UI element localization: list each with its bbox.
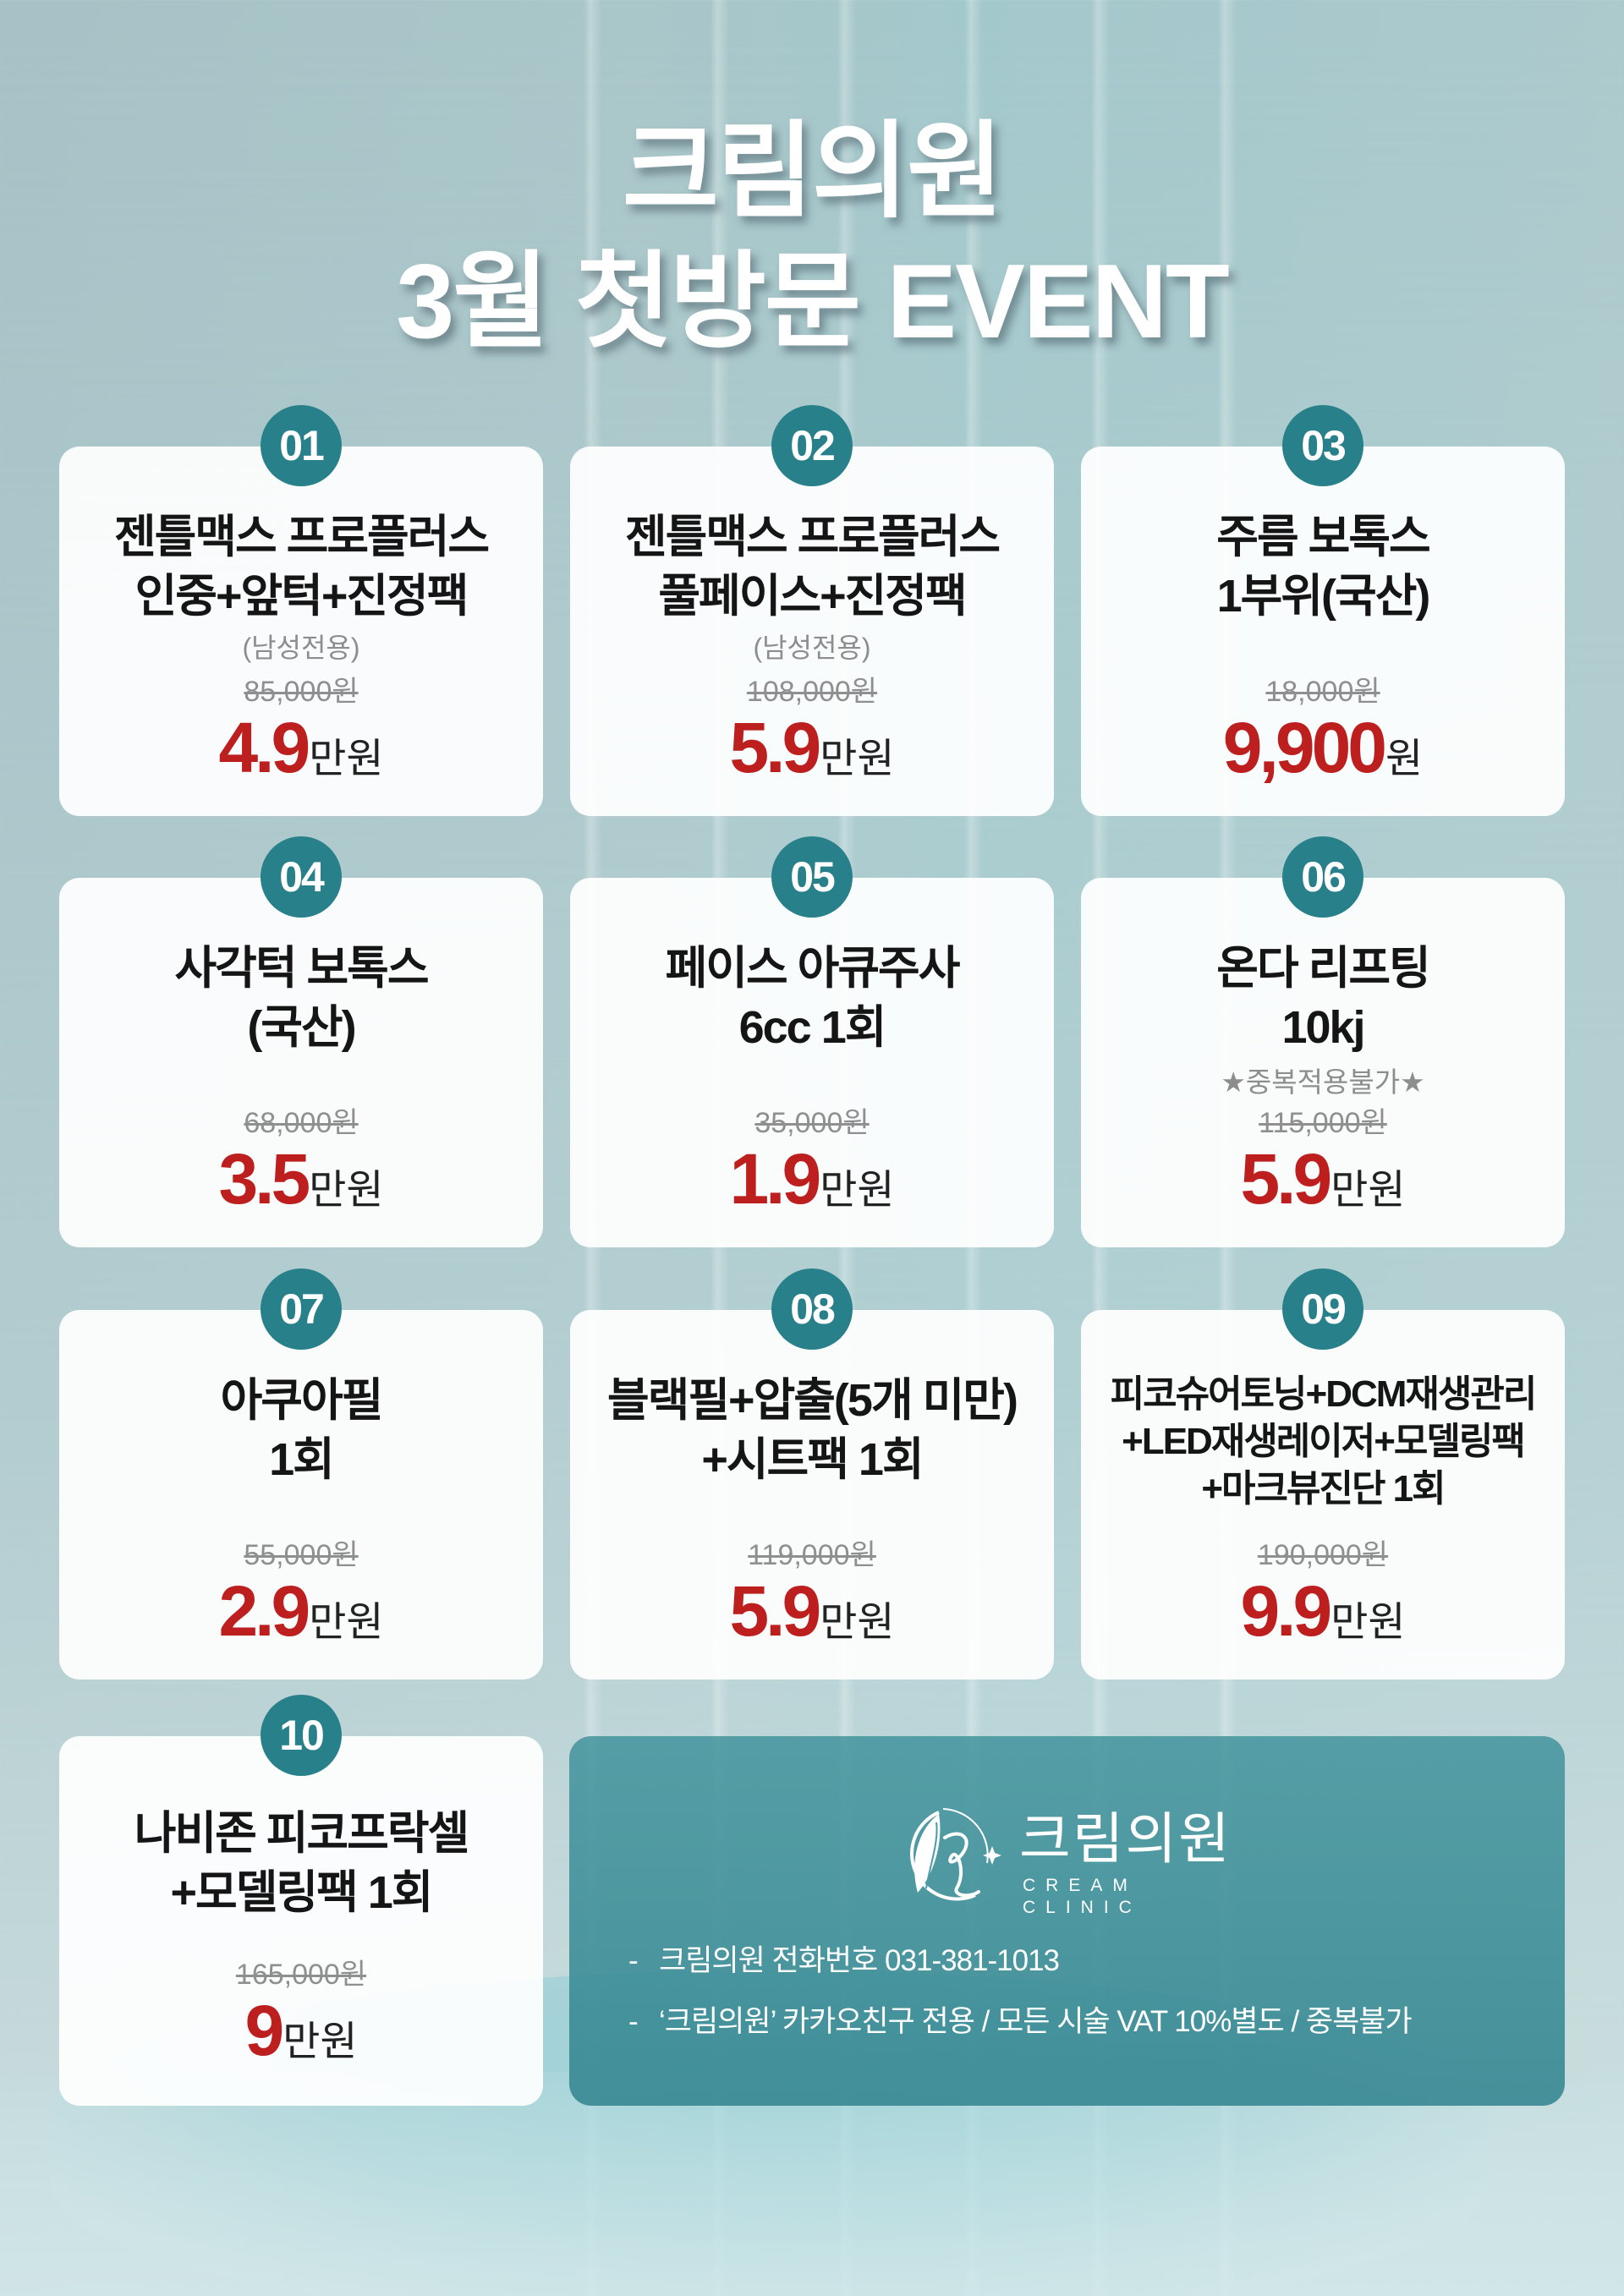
card-title: 블랙필+압출(5개 미만) +시트팩 1회 (607, 1375, 1018, 1485)
original-price: 18,000원 (1265, 676, 1380, 708)
sale-price-unit: 만원 (1330, 1600, 1406, 1645)
card-title: 피코슈어토닝+DCM재생관리 +LED재생레이저+모델링팩 +마크뷰진단 1회 (1110, 1373, 1538, 1510)
logo-korean-name: 크림의원 (1019, 1806, 1232, 1871)
event-card-06: 06 온다 리프팅 10kj ★중복적용불가★ 115,000원 5.9만원 (1081, 836, 1565, 1247)
original-price: 68,000원 (244, 1107, 359, 1139)
original-price: 119,000원 (748, 1539, 876, 1571)
card-title: 주름 보톡스 1부위(국산) (1216, 512, 1430, 622)
sale-price: 5.9만원 (1081, 1138, 1565, 1241)
clinic-info-panel: 크림의원 CREAM CLINIC - 크림의원 전화번호 031-381-10… (569, 1736, 1565, 2106)
event-card-04: 04 사각턱 보톡스 (국산) 68,000원 3.5만원 (59, 836, 543, 1247)
bullet-dash: - (628, 1944, 639, 1977)
card-title: 페이스 아큐주사 6cc 1회 (665, 943, 961, 1053)
card-title: 나비존 피코프락셀 +모델링팩 1회 (134, 1808, 469, 1918)
phone-text: 크림의원 전화번호 031-381-1013 (659, 1944, 1060, 1977)
sale-price-value: 2.9 (218, 1571, 310, 1651)
terms-text: ‘크림의원’ 카카오친구 전용 / 모든 시술 VAT 10%별도 / 중복불가 (659, 2005, 1413, 2038)
sale-price-unit: 만원 (283, 2019, 358, 2064)
sale-price-unit: 만원 (309, 1600, 384, 1645)
sale-price: 9.9만원 (1081, 1570, 1565, 1673)
event-card-09: 09 피코슈어토닝+DCM재생관리 +LED재생레이저+모델링팩 +마크뷰진단 … (1081, 1269, 1565, 1680)
sale-price-value: 4.9 (218, 708, 310, 787)
card-title: 아쿠아필 1회 (220, 1375, 384, 1485)
sale-price-value: 3.5 (218, 1139, 310, 1219)
sale-price: 1.9만원 (570, 1138, 1054, 1241)
card-number-badge: 01 (261, 405, 342, 486)
card-number-badge: 06 (1282, 836, 1363, 918)
page-title: 크림의원 3월 첫방문 EVENT (0, 108, 1624, 365)
card-title: 사각턱 보톡스 (국산) (174, 943, 429, 1053)
sale-price-value: 1.9 (729, 1139, 821, 1219)
card-number-badge: 08 (771, 1269, 853, 1350)
event-card-03: 03 주름 보톡스 1부위(국산) 18,000원 9,900원 (1081, 405, 1565, 816)
event-card-05: 05 페이스 아큐주사 6cc 1회 35,000원 1.9만원 (570, 836, 1054, 1247)
sale-price-value: 9,900 (1222, 708, 1387, 787)
sale-price: 9,900원 (1081, 707, 1565, 809)
event-card-08: 08 블랙필+압출(5개 미만) +시트팩 1회 119,000원 5.9만원 (570, 1269, 1054, 1680)
sale-price-unit: 원 (1385, 737, 1424, 781)
card-note: (남성전용) (753, 633, 871, 663)
event-card-02: 02 젠틀맥스 프로플러스 풀페이스+진정팩 (남성전용) 108,000원 5… (570, 405, 1054, 816)
sale-price-value: 5.9 (729, 708, 821, 787)
card-number-badge: 05 (771, 836, 853, 918)
sale-price-value: 5.9 (1240, 1139, 1332, 1219)
original-price: 35,000원 (754, 1107, 870, 1139)
sale-price: 9만원 (59, 1990, 543, 2092)
card-number-badge: 09 (1282, 1269, 1363, 1350)
card-note: ★중복적용불가★ (1221, 1066, 1425, 1098)
sale-price-value: 5.9 (729, 1571, 821, 1651)
info-line-phone: - 크림의원 전화번호 031-381-1013 (628, 1944, 1539, 1978)
event-card-01: 01 젠틀맥스 프로플러스 인중+앞턱+진정팩 (남성전용) 85,000원 4… (59, 405, 543, 816)
sale-price-unit: 만원 (820, 737, 895, 781)
original-price: 85,000원 (244, 676, 359, 708)
card-number-badge: 10 (261, 1695, 342, 1776)
clinic-logo: 크림의원 CREAM CLINIC (892, 1804, 1248, 1917)
original-price: 108,000원 (746, 676, 878, 708)
card-number-badge: 03 (1282, 405, 1363, 486)
sale-price: 5.9만원 (570, 1570, 1054, 1673)
card-number-badge: 02 (771, 405, 853, 486)
event-card-10: 10 나비존 피코프락셀 +모델링팩 1회 165,000원 9만원 (59, 1695, 543, 2106)
sale-price-unit: 만원 (309, 737, 384, 781)
original-price: 55,000원 (244, 1539, 359, 1571)
sale-price-unit: 만원 (820, 1600, 895, 1645)
original-price: 115,000원 (1259, 1107, 1387, 1139)
logo-english-name: CREAM CLINIC (1023, 1876, 1142, 1917)
card-number-badge: 04 (261, 836, 342, 918)
sale-price-value: 9 (244, 1991, 284, 2070)
card-title: 젠틀맥스 프로플러스 인중+앞턱+진정팩 (113, 512, 490, 622)
event-card-07: 07 아쿠아필 1회 55,000원 2.9만원 (59, 1269, 543, 1680)
cream-clinic-logo-icon (910, 1808, 1001, 1901)
sale-price: 4.9만원 (59, 707, 543, 809)
sale-price-unit: 만원 (820, 1168, 895, 1213)
original-price: 190,000원 (1257, 1539, 1389, 1571)
sale-price: 2.9만원 (59, 1570, 543, 1673)
sale-price: 5.9만원 (570, 707, 1054, 809)
bullet-dash: - (628, 2005, 639, 2038)
card-note: (남성전용) (242, 633, 360, 663)
original-price: 165,000원 (235, 1959, 367, 1991)
card-number-badge: 07 (261, 1269, 342, 1350)
card-title: 젠틀맥스 프로플러스 풀페이스+진정팩 (624, 512, 1001, 622)
sale-price-unit: 만원 (309, 1168, 384, 1213)
info-line-terms: - ‘크림의원’ 카카오친구 전용 / 모든 시술 VAT 10%별도 / 중복… (628, 2005, 1539, 2039)
sale-price: 3.5만원 (59, 1138, 543, 1241)
sale-price-value: 9.9 (1240, 1571, 1332, 1651)
sale-price-unit: 만원 (1330, 1168, 1406, 1213)
title-clinic-name: 크림의원 (622, 113, 1003, 230)
title-event: 3월 첫방문 EVENT (396, 244, 1230, 360)
info-lines: - 크림의원 전화번호 031-381-1013 - ‘크림의원’ 카카오친구 … (628, 1944, 1539, 2066)
card-title: 온다 리프팅 10kj (1216, 943, 1430, 1053)
